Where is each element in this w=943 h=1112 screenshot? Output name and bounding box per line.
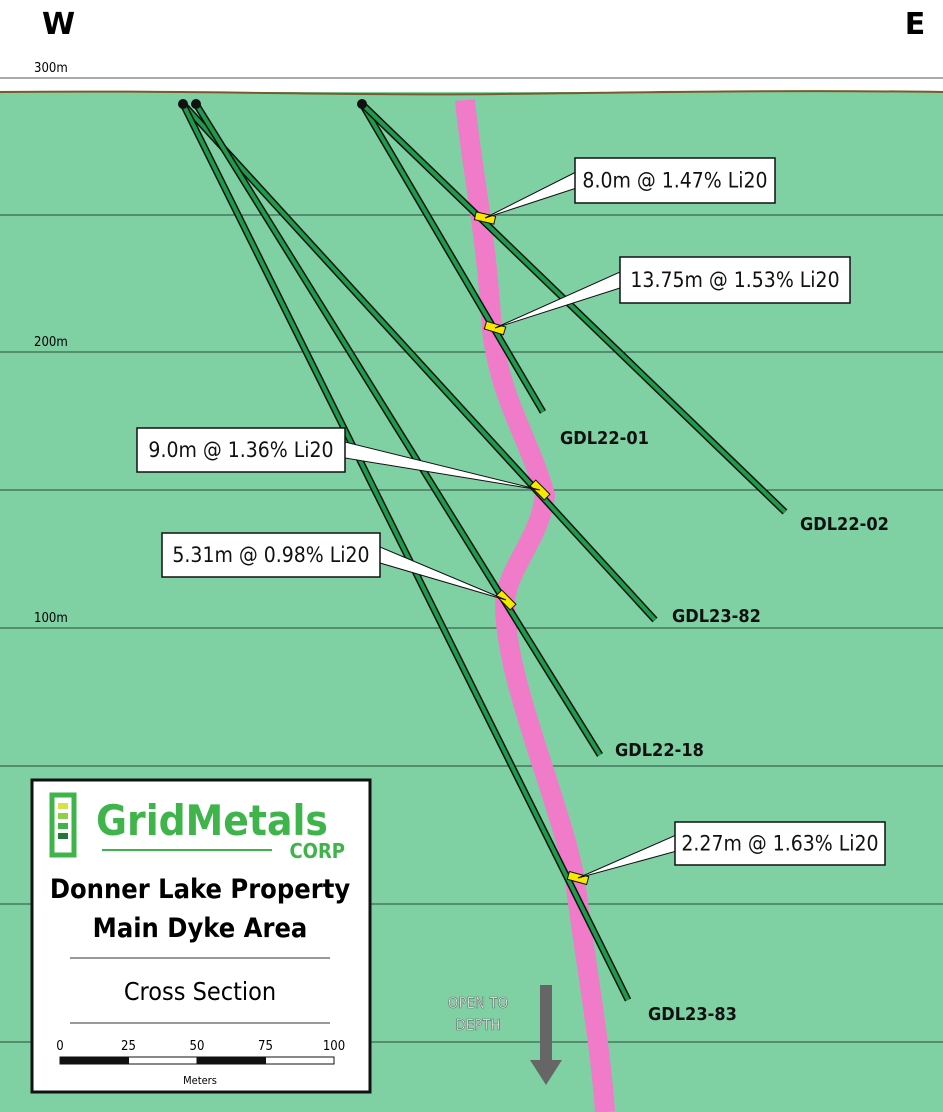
- elevation-label: 200m: [34, 335, 68, 350]
- collar: [178, 99, 188, 109]
- scale-segment: [129, 1057, 198, 1064]
- hole-label: GDL23-83: [648, 1004, 737, 1025]
- legend: GridMetals CORP Donner Lake Property Mai…: [32, 780, 370, 1092]
- intercept-label: 2.27m @ 1.63% Li20: [681, 832, 878, 856]
- intercept-label: 5.31m @ 0.98% Li20: [172, 543, 369, 567]
- scale-tick-label: 75: [258, 1039, 273, 1054]
- legend-subtitle: Cross Section: [124, 977, 276, 1006]
- logo: GridMetals: [96, 796, 328, 845]
- scale-tick-label: 100: [323, 1039, 345, 1054]
- logo-sub: CORP: [289, 839, 345, 863]
- cross-section: GDL22-01 GDL22-02 GDL23-82 GDL22-18 GDL23-83…: [0, 0, 943, 1112]
- compass-east: E: [905, 7, 926, 42]
- elevation-label: 300m: [34, 61, 68, 76]
- annotation: DEPTH: [455, 1016, 500, 1034]
- annotation: OPEN TO: [448, 994, 509, 1012]
- intercept-label: 13.75m @ 1.53% Li20: [630, 268, 839, 292]
- scale-tick-label: 25: [121, 1039, 136, 1054]
- scale-segment: [266, 1057, 335, 1064]
- hole-label: GDL22-02: [800, 514, 889, 535]
- scale-segment: [197, 1057, 266, 1064]
- hole-label: GDL23-82: [672, 606, 761, 627]
- scale-segment: [60, 1057, 129, 1064]
- elevation-label: 100m: [34, 611, 68, 626]
- intercept-label: 9.0m @ 1.36% Li20: [148, 438, 333, 462]
- collar: [357, 99, 367, 109]
- collar: [191, 99, 201, 109]
- scale-unit: Meters: [183, 1074, 217, 1087]
- scale-tick-label: 50: [190, 1039, 205, 1054]
- hole-label: GDL22-01: [560, 428, 649, 449]
- legend-title: Donner Lake Property: [50, 874, 351, 905]
- legend-title: Main Dyke Area: [93, 913, 308, 944]
- compass-west: W: [42, 7, 75, 42]
- hole-label: GDL22-18: [615, 740, 704, 761]
- scale-tick-label: 0: [56, 1039, 63, 1054]
- intercept-label: 8.0m @ 1.47% Li20: [582, 169, 767, 193]
